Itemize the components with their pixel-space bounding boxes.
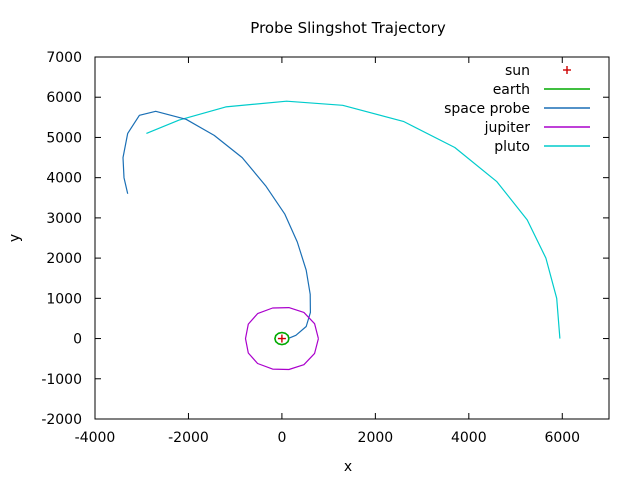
pluto-line: [146, 100, 561, 339]
y-tick-label: -1000: [41, 372, 82, 388]
x-tick-label: 0: [277, 430, 286, 446]
legend: sun earth space probe jupiter pluto: [444, 63, 590, 155]
legend-label-jupiter: jupiter: [484, 120, 531, 136]
y-tick-label: 4000: [46, 171, 82, 187]
y-tick-label: 6000: [46, 90, 82, 106]
x-tick-label: 2000: [358, 430, 394, 446]
chart-title: Probe Slingshot Trajectory: [250, 19, 446, 37]
series-layer: [122, 100, 561, 371]
space-probe-line: [122, 110, 311, 340]
legend-label-space-probe: space probe: [444, 101, 530, 117]
legend-swatch-sun: [563, 66, 571, 74]
y-tick-label: -2000: [41, 412, 82, 428]
axis-ticks: -4000 -2000 0 2000 4000 6000 -2000 -1000 0 1000 20…: [41, 50, 609, 446]
jupiter-line: [244, 307, 319, 371]
y-tick-label: 0: [73, 332, 82, 348]
earth-line: [274, 331, 290, 346]
legend-label-sun: sun: [505, 63, 530, 79]
y-axis-label: y: [7, 234, 23, 242]
sun-marker: [277, 334, 286, 343]
y-tick-label: 3000: [46, 211, 82, 227]
x-tick-label: 6000: [544, 430, 580, 446]
plot-area-border: [94, 56, 610, 420]
legend-label-earth: earth: [493, 82, 530, 98]
x-tick-label: 4000: [451, 430, 487, 446]
y-tick-label: 7000: [46, 50, 82, 66]
y-tick-label: 5000: [46, 130, 82, 146]
legend-label-pluto: pluto: [494, 139, 530, 155]
x-axis-label: x: [344, 459, 352, 475]
y-tick-label: 1000: [46, 291, 82, 307]
y-tick-label: 2000: [46, 251, 82, 267]
x-tick-label: -2000: [168, 430, 209, 446]
x-tick-label: -4000: [75, 430, 116, 446]
